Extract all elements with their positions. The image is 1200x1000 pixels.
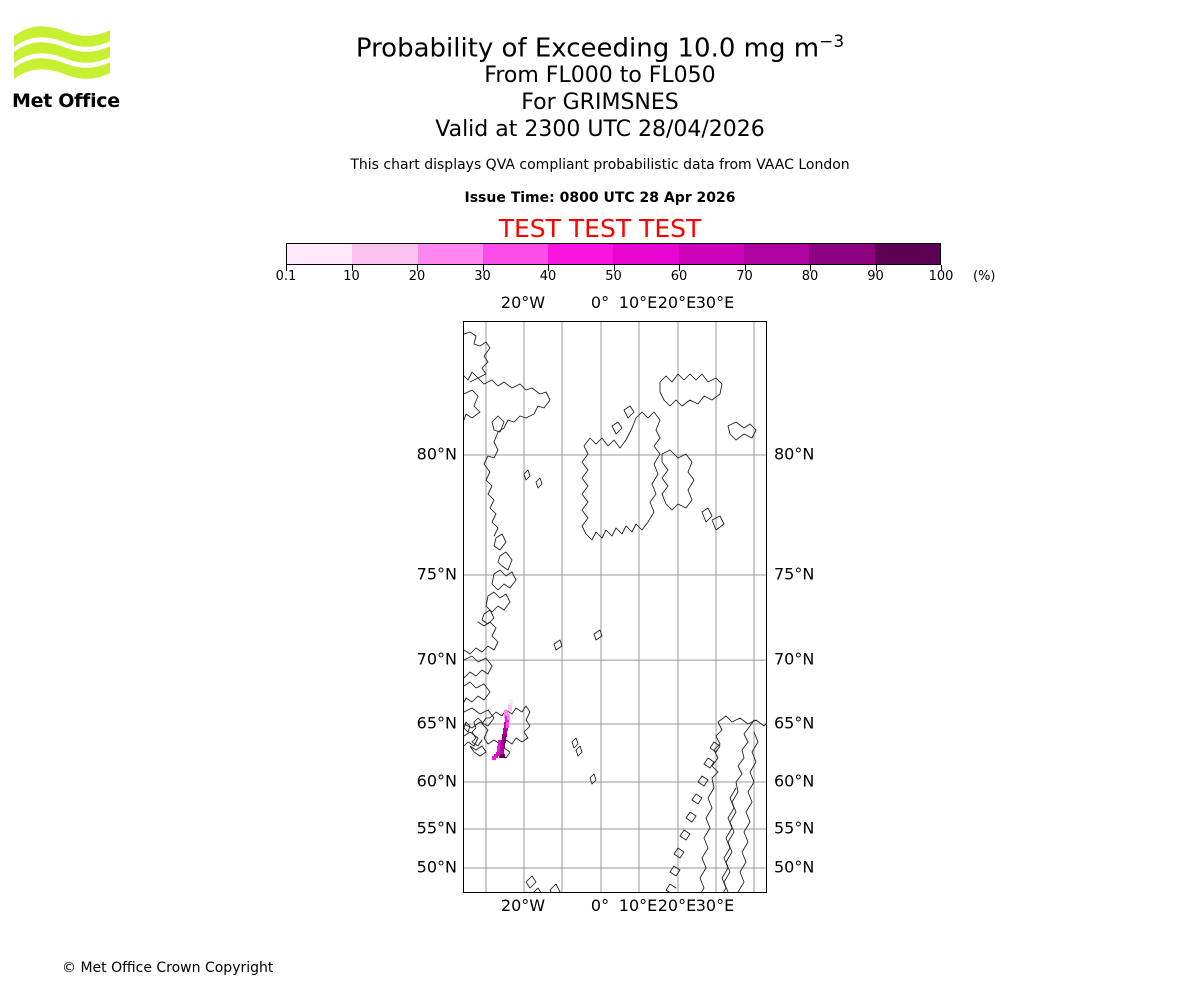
latitude-labels-right: 80°N 75°N 70°N 65°N 60°N 55°N 50°N (774, 321, 864, 893)
colorbar-tick-label-80: 80 (801, 269, 819, 284)
colorbar-tick-label-10: 10 (343, 269, 360, 284)
colorbar-band-9 (874, 244, 940, 264)
lon-label-bottom-20: 20°E (657, 896, 697, 915)
colorbar-band-5 (613, 244, 679, 264)
met-office-logo (12, 22, 122, 112)
map-canvas (464, 322, 766, 892)
plume-cell-9 (509, 699, 513, 705)
plume-cell-17 (507, 714, 510, 720)
lat-label-left-80: 80°N (416, 444, 457, 464)
plume-cell-1 (505, 716, 509, 725)
colorbar-unit-label: (%) (973, 269, 996, 284)
plume-cell-16 (506, 722, 509, 728)
colorbar-tick-label-100: 100 (928, 269, 954, 284)
coastlines (464, 331, 766, 892)
lat-label-right-80: 80°N (774, 444, 815, 464)
lat-label-left-75: 75°N (416, 564, 457, 584)
colorbar-ticks (286, 265, 942, 273)
probability-colorbar (286, 243, 941, 265)
colorbar-tick-label-70: 70 (736, 269, 753, 284)
lat-label-left-55: 55°N (416, 818, 457, 838)
colorbar-tick-60 (679, 265, 680, 271)
colorbar-tick-label-0.1: 0.1 (275, 269, 297, 284)
lon-label-bottom--20: 20°W (500, 896, 546, 915)
plume-cell-8 (508, 704, 512, 711)
page-title: Probability of Exceeding 10.0 mg m−3 (0, 26, 1200, 65)
map-gridlines (464, 322, 766, 892)
colorbar-band-4 (548, 244, 614, 264)
colorbar-band-3 (482, 244, 549, 264)
lon-label-bottom-0: 0° (590, 896, 610, 915)
met-office-logo-text: Met Office (12, 90, 120, 112)
colorbar-band-0 (287, 244, 353, 264)
copyright-notice: © Met Office Crown Copyright (62, 960, 274, 976)
plume-cell-0 (504, 710, 508, 718)
colorbar-tick-50 (613, 265, 615, 271)
plume-cell-3 (503, 728, 507, 737)
colorbar-gradient (286, 243, 941, 265)
lat-label-right-50: 50°N (774, 857, 815, 877)
lat-label-left-50: 50°N (416, 857, 457, 877)
lat-label-left-60: 60°N (416, 771, 457, 791)
plume-cell-11 (497, 746, 500, 752)
map-plot-area (463, 321, 767, 893)
qva-compliance-note: This chart displays QVA compliant probab… (350, 157, 850, 173)
lon-label-top-30: 30°E (695, 293, 735, 312)
lat-label-left-70: 70°N (416, 649, 457, 669)
plume-cell-12 (500, 754, 505, 758)
plume-cell-4 (502, 734, 506, 743)
plume-cell-10 (498, 740, 501, 746)
valid-time: Valid at 2300 UTC 28/04/2026 (435, 117, 765, 142)
lon-label-top-20: 20°E (657, 293, 697, 312)
ash-plume-overlay (492, 699, 513, 760)
lon-label-top-10: 10°E (618, 293, 658, 312)
colorbar-tick-0.1 (286, 265, 287, 271)
colorbar-band-1 (352, 244, 418, 264)
lon-label-bottom-30: 30°E (695, 896, 735, 915)
lat-label-right-70: 70°N (774, 649, 815, 669)
plume-cell-15 (492, 756, 496, 760)
lat-label-right-60: 60°N (774, 771, 815, 791)
colorbar-tick-label-20: 20 (408, 269, 426, 284)
lon-label-bottom-10: 10°E (618, 896, 658, 915)
colorbar-tick-labels: 0.1 10 20 30 40 50 60 70 80 90 100 (276, 269, 954, 289)
test-banner: TEST TEST TEST (498, 214, 702, 243)
lat-label-left-65: 65°N (416, 713, 457, 733)
colorbar-tick-100 (941, 265, 942, 271)
colorbar-tick-70 (744, 265, 746, 271)
issue-time-label: Issue Time: 0800 UTC 28 Apr 2026 (464, 190, 736, 206)
colorbar-tick-label-90: 90 (867, 269, 884, 284)
colorbar-tick-label-60: 60 (670, 269, 688, 284)
colorbar-tick-10 (351, 265, 353, 271)
lat-label-right-75: 75°N (774, 564, 815, 584)
plume-cell-5 (501, 740, 505, 749)
colorbar-tick-20 (417, 265, 418, 271)
lat-label-right-55: 55°N (774, 818, 815, 838)
colorbar-tick-30 (482, 265, 484, 271)
latitude-labels-left: 80°N 75°N 70°N 65°N 60°N 55°N 50°N (395, 321, 457, 893)
colorbar-tick-label-30: 30 (474, 269, 491, 284)
main-title-text: Probability of Exceeding 10.0 mg m (355, 33, 820, 64)
colorbar-band-6 (678, 244, 745, 264)
colorbar-tick-label-50: 50 (605, 269, 622, 284)
lat-label-right-65: 65°N (774, 713, 815, 733)
volcano-name: For GRIMSNES (521, 90, 679, 115)
colorbar-tick-label-40: 40 (539, 269, 557, 284)
lon-label-top-0: 0° (590, 293, 610, 312)
plume-cell-6 (500, 746, 504, 754)
lon-label-top--20: 20°W (500, 293, 546, 312)
colorbar-tick-90 (875, 265, 877, 271)
colorbar-band-2 (417, 244, 483, 264)
colorbar-tick-80 (810, 265, 811, 271)
colorbar-band-7 (744, 244, 810, 264)
met-office-wave-mark (14, 26, 110, 79)
colorbar-tick-40 (548, 265, 549, 271)
main-title-superscript: −3 (819, 32, 845, 52)
colorbar-band-8 (809, 244, 875, 264)
flight-level-range: From FL000 to FL050 (484, 63, 716, 88)
